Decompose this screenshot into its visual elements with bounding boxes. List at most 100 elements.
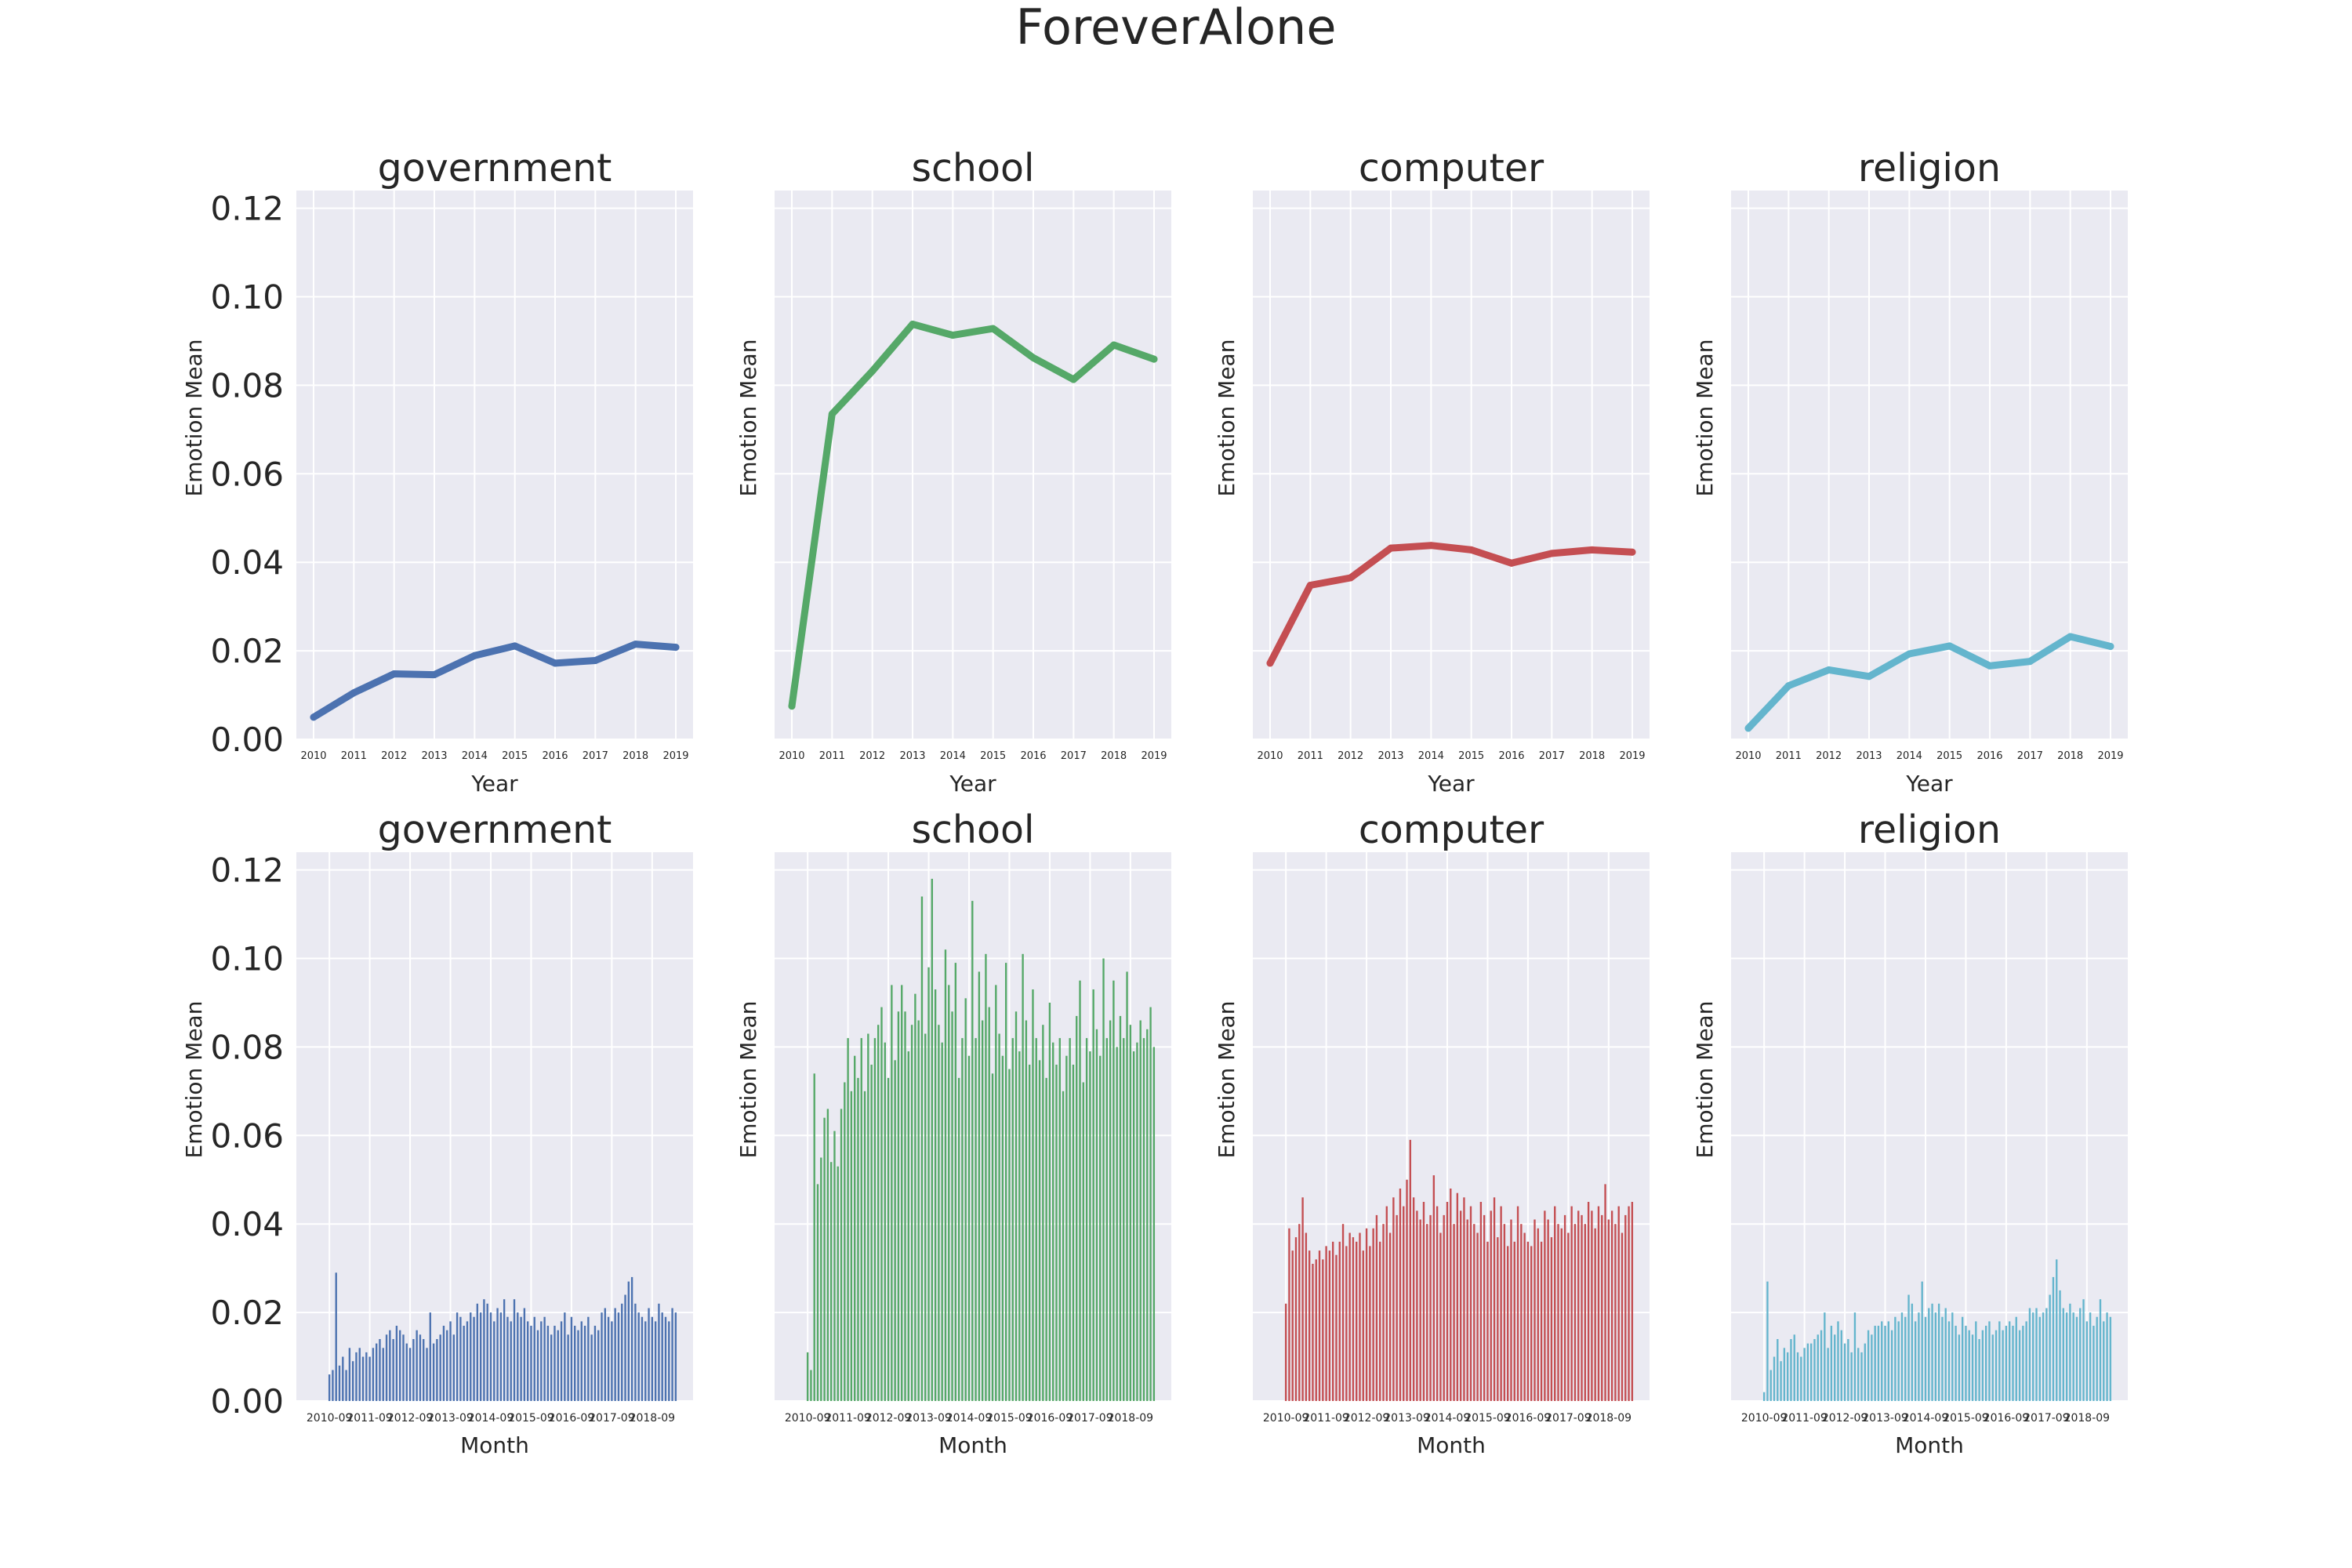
- bar: [1388, 1232, 1392, 1401]
- bar: [2038, 1316, 2041, 1401]
- bar: [1981, 1330, 1984, 1401]
- bar: [2069, 1303, 2071, 1401]
- bar: [1547, 1219, 1549, 1401]
- bar: [1857, 1348, 1860, 1401]
- bar: [1786, 1352, 1789, 1401]
- bar: [621, 1303, 623, 1401]
- bar: [1095, 1029, 1098, 1401]
- y-tick-label: 0.08: [210, 366, 284, 405]
- bar: [644, 1321, 647, 1401]
- bar: [1834, 1334, 1836, 1401]
- bar: [961, 1038, 964, 1401]
- series-line: [1266, 542, 1636, 667]
- x-tick-label: 2010-09: [1741, 1412, 1788, 1425]
- bar: [1860, 1352, 1863, 1401]
- data-point: [2026, 658, 2034, 666]
- bar: [1820, 1330, 1823, 1401]
- x-tick-label: 2018: [622, 750, 648, 762]
- y-tick-label: 0.00: [210, 720, 284, 759]
- bar: [1597, 1206, 1600, 1401]
- bar: [1294, 1237, 1298, 1401]
- bar: [432, 1343, 435, 1401]
- bar: [2085, 1321, 2089, 1401]
- x-tick-label: 2017-09: [1067, 1412, 1113, 1425]
- bar: [372, 1348, 375, 1401]
- bar: [891, 985, 893, 1401]
- bar: [938, 1025, 940, 1401]
- bar: [1450, 1189, 1452, 1401]
- bar: [1827, 1348, 1829, 1401]
- bar: [1025, 1020, 1028, 1401]
- bar: [1900, 1312, 1904, 1401]
- bar: [1955, 1326, 1957, 1401]
- bar: [2072, 1312, 2074, 1401]
- bar: [641, 1316, 644, 1401]
- bar: [951, 1011, 953, 1401]
- x-tick-label: 2012: [381, 750, 407, 762]
- bar: [2092, 1326, 2095, 1401]
- data-point: [1468, 546, 1475, 554]
- line-panel-government: 0.00 0.02 0.04 0.06 0.08 0.10 0.12 government Em…: [181, 146, 693, 797]
- subplot-title: government: [378, 808, 612, 852]
- subplot-grid: 0.00 0.02 0.04 0.06 0.08 0.10 0.12 government Em…: [181, 146, 2128, 1458]
- x-tick-label: 2017: [1061, 750, 1087, 762]
- bar: [593, 1326, 597, 1401]
- bar: [382, 1348, 384, 1401]
- x-tick-label: 2017-09: [589, 1412, 635, 1425]
- bar: [1947, 1321, 1951, 1401]
- bar: [661, 1312, 663, 1401]
- data-point: [1865, 673, 1873, 681]
- bar: [1432, 1175, 1436, 1401]
- plot-area: [1731, 191, 2128, 739]
- bar: [1129, 1025, 1132, 1401]
- bar: [1560, 1228, 1563, 1401]
- data-point: [1266, 659, 1274, 667]
- y-tick-label: 0.06: [210, 455, 284, 493]
- x-axis-label: Month: [938, 1432, 1007, 1458]
- bar: [1503, 1224, 1506, 1401]
- bar: [934, 989, 937, 1401]
- x-tick-label: 2018-09: [2064, 1412, 2111, 1425]
- bar: [463, 1326, 465, 1401]
- x-tick-label: 2013-09: [1384, 1412, 1430, 1425]
- bar: [1463, 1197, 1465, 1401]
- x-tick-label: 2013: [899, 750, 925, 762]
- bar: [2009, 1321, 2011, 1401]
- data-point: [672, 644, 680, 652]
- bar: [526, 1321, 529, 1401]
- x-tick-label: 2013-09: [427, 1412, 474, 1425]
- bar: [2065, 1312, 2068, 1401]
- bar: [829, 1162, 833, 1401]
- bar: [1038, 1060, 1041, 1401]
- bar: [503, 1299, 506, 1401]
- bar: [473, 1316, 475, 1401]
- bar: [1621, 1232, 1624, 1401]
- plot-area: [296, 191, 693, 739]
- bar: [901, 985, 903, 1401]
- plot-area: [296, 852, 693, 1401]
- bar: [1871, 1334, 1873, 1401]
- bar: [668, 1321, 670, 1401]
- bar: [910, 1025, 913, 1401]
- x-tick-label: 2016: [542, 750, 568, 762]
- bar: [436, 1339, 438, 1401]
- bar: [957, 1077, 960, 1401]
- bar: [1486, 1241, 1489, 1401]
- bar: [611, 1321, 613, 1401]
- bar: [2052, 1276, 2055, 1401]
- bar: [1567, 1232, 1570, 1401]
- bar: [1332, 1241, 1334, 1401]
- bar: [523, 1308, 526, 1401]
- x-tick-label: 2019: [662, 750, 688, 762]
- bar: [1109, 1020, 1112, 1401]
- bar: [840, 1109, 843, 1401]
- data-point: [1508, 559, 1515, 567]
- bar: [1961, 1316, 1964, 1401]
- bar: [833, 1131, 836, 1401]
- bar: [823, 1117, 826, 1401]
- bar: [365, 1352, 368, 1401]
- bar: [863, 1091, 866, 1401]
- bar: [1001, 1055, 1004, 1401]
- x-tick-label: 2017-09: [1545, 1412, 1592, 1425]
- x-tick-label: 2013-09: [906, 1412, 952, 1425]
